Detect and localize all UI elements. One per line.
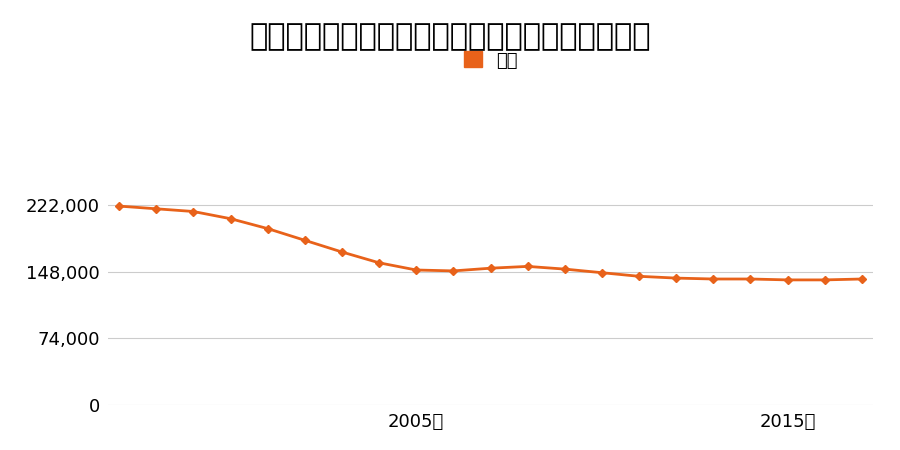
- Text: 大阪府高槻市野田１丁目６２３番１外の地価推移: 大阪府高槻市野田１丁目６２３番１外の地価推移: [249, 22, 651, 51]
- Legend: 価格: 価格: [464, 51, 518, 70]
